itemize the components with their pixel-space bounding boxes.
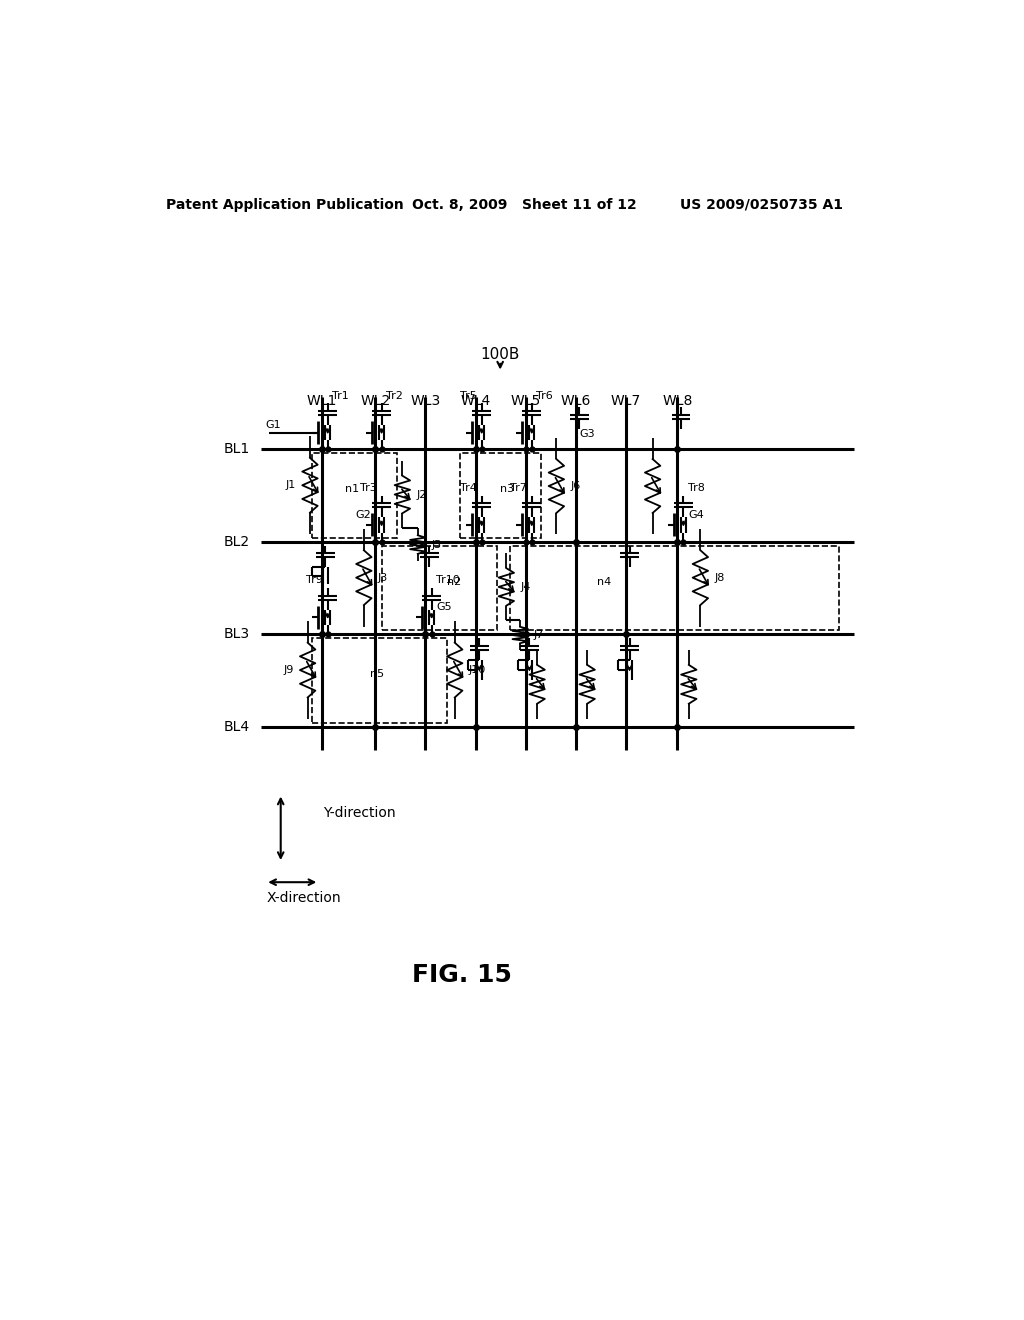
Text: J9: J9 xyxy=(284,665,294,675)
Text: 100B: 100B xyxy=(480,347,520,362)
Text: G3: G3 xyxy=(580,429,595,440)
Text: J6: J6 xyxy=(570,480,581,491)
Text: Tr8: Tr8 xyxy=(688,483,705,492)
Text: Tr2: Tr2 xyxy=(386,391,403,400)
Text: WL4: WL4 xyxy=(461,393,490,408)
Text: n2: n2 xyxy=(447,577,462,587)
Text: n1: n1 xyxy=(345,484,359,495)
Bar xyxy=(312,453,397,539)
Text: J4: J4 xyxy=(520,582,530,591)
Text: Tr3: Tr3 xyxy=(360,483,377,492)
Text: n5: n5 xyxy=(371,669,384,680)
Text: BL2: BL2 xyxy=(224,535,250,549)
Text: BL1: BL1 xyxy=(223,442,250,457)
Text: BL4: BL4 xyxy=(224,719,250,734)
Text: WL1: WL1 xyxy=(306,393,337,408)
Text: J8: J8 xyxy=(714,573,725,582)
Text: G5: G5 xyxy=(436,602,452,612)
Text: Y-direction: Y-direction xyxy=(323,807,395,820)
Text: WL2: WL2 xyxy=(360,393,390,408)
Text: Tr9: Tr9 xyxy=(306,576,323,585)
Text: Tr4: Tr4 xyxy=(460,483,477,492)
Text: Tr10: Tr10 xyxy=(436,576,460,585)
Bar xyxy=(312,638,447,723)
Text: Tr5: Tr5 xyxy=(461,391,477,400)
Text: n3: n3 xyxy=(500,484,514,495)
Text: BL3: BL3 xyxy=(224,627,250,642)
Text: J5: J5 xyxy=(432,540,442,549)
Text: J10: J10 xyxy=(469,665,485,675)
Text: US 2009/0250735 A1: US 2009/0250735 A1 xyxy=(681,198,844,211)
Text: X-direction: X-direction xyxy=(266,891,341,904)
Text: n4: n4 xyxy=(597,577,611,587)
Text: J2: J2 xyxy=(416,490,427,499)
Text: G1: G1 xyxy=(265,420,281,430)
Text: G4: G4 xyxy=(688,510,703,520)
Text: G2: G2 xyxy=(355,510,371,520)
Text: Oct. 8, 2009   Sheet 11 of 12: Oct. 8, 2009 Sheet 11 of 12 xyxy=(413,198,637,211)
Text: Tr6: Tr6 xyxy=(537,391,553,400)
Text: WL8: WL8 xyxy=(663,393,692,408)
Text: Tr1: Tr1 xyxy=(333,391,349,400)
Text: J3: J3 xyxy=(378,573,388,582)
Text: Patent Application Publication: Patent Application Publication xyxy=(166,198,403,211)
Text: WL3: WL3 xyxy=(411,393,440,408)
Bar xyxy=(460,453,541,539)
Text: Tr7: Tr7 xyxy=(510,483,527,492)
Text: WL5: WL5 xyxy=(510,393,541,408)
Text: FIG. 15: FIG. 15 xyxy=(412,962,512,986)
Text: J7: J7 xyxy=(535,630,545,640)
Text: WL6: WL6 xyxy=(560,393,591,408)
Bar xyxy=(510,545,839,631)
Text: WL7: WL7 xyxy=(610,393,641,408)
Text: J1: J1 xyxy=(286,480,296,490)
Bar xyxy=(382,545,497,631)
